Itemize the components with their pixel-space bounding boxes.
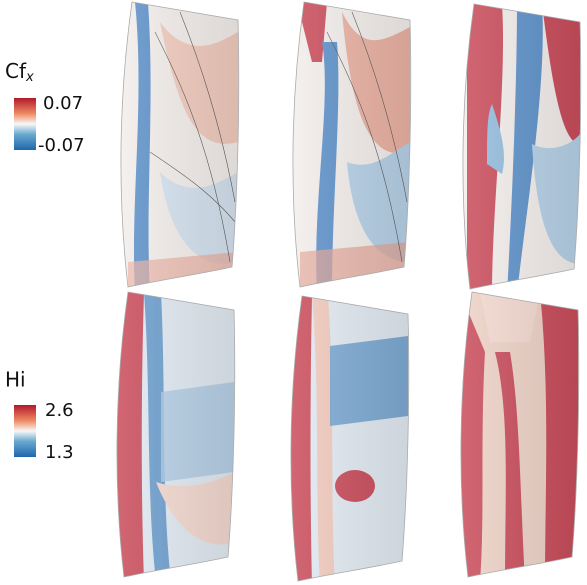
colorbar-gradient: [14, 98, 36, 150]
blade-cf-2: [287, 2, 417, 292]
colorbar-hi: Hi 2.6 1.3: [5, 368, 74, 464]
colorbar-label: Cfx: [5, 59, 34, 85]
colorbar-cf: Cfx 0.07 -0.07: [5, 59, 85, 157]
figure: Cfx 0.07 -0.07 Hi 2.6 1.3: [0, 0, 587, 585]
colorbar-max: 2.6: [45, 400, 74, 421]
colorbar-label: Hi: [5, 368, 26, 392]
blade-hi-2: [285, 296, 415, 585]
blade-hi-1: [111, 292, 241, 582]
blade-hi-3: [455, 292, 585, 582]
blade-cf-1: [115, 2, 245, 292]
colorbar-gradient: [14, 405, 36, 457]
blade-cf-3: [457, 4, 587, 294]
colorbar-max: 0.07: [43, 93, 83, 114]
colorbar-min: 1.3: [45, 442, 74, 463]
colorbar-min: -0.07: [38, 135, 85, 156]
